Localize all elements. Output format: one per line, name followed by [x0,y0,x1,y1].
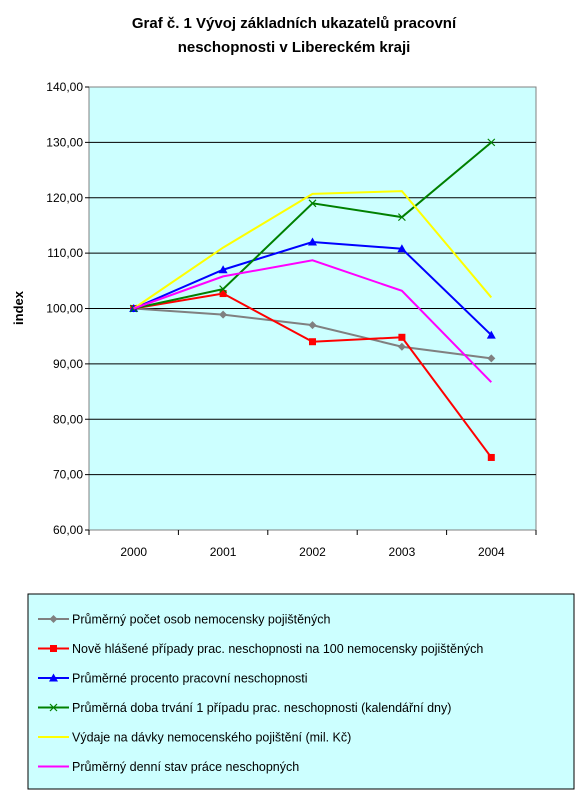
legend-entry-5: Výdaje na dávky nemocenského pojištění (… [72,731,351,745]
data-point [487,453,495,461]
data-point [309,338,316,346]
legend-box [27,593,575,790]
y-axis-label: index [11,290,26,325]
x-tick-label: 2004 [478,545,505,559]
y-tick-labels: 60,00 70,00 80,00 90,00 100,00 110,00 120,00 13… [46,80,83,537]
y-tick-label: 110,00 [47,246,83,260]
data-point [219,310,228,319]
y-tick-label: 60,00 [53,523,83,537]
x-tick-labels: 2000 2001 2002 2003 2004 [120,545,505,559]
y-tick-label: 70,00 [53,468,83,482]
data-point [398,333,406,341]
y-tick-label: 90,00 [53,357,83,371]
y-tick-label: 100,00 [46,302,83,316]
legend-marker [49,703,58,712]
legend-marker [50,645,57,652]
data-point [487,354,496,363]
data-point [308,321,317,330]
chart-title-line1: Graf č. 1 Vývoj základních ukazatelů pra… [132,15,457,32]
data-point [308,237,317,246]
legend: Průměrný počet osob nemocensky pojištěný… [38,613,483,774]
data-point [397,244,407,253]
data-point [486,330,496,339]
x-tick-label: 2000 [120,545,147,559]
data-point [397,342,406,351]
legend-entry-2: Nově hlášené případy prac. neschopnosti … [72,642,483,656]
data-point [219,290,227,298]
series-line-5 [133,190,493,310]
legend-entry-3: Průměrné procento pracovní neschopnosti [72,672,308,686]
y-tick-label: 120,00 [46,191,83,205]
series-line-6 [133,259,493,383]
series-lines [129,138,496,461]
legend-entry-1: Průměrný počet osob nemocensky pojištěný… [72,613,331,627]
data-point [487,138,496,147]
chart-title-line2: neschopnosti v Libereckém kraji [178,39,411,56]
x-tick-label: 2003 [389,545,416,559]
data-point [219,285,228,294]
data-point [308,199,317,208]
x-tick-label: 2002 [299,545,326,559]
y-tick-label: 80,00 [53,412,83,426]
y-tick-label: 130,00 [46,135,83,149]
x-tick-label: 2001 [210,545,237,559]
y-tick-label: 140,00 [46,80,83,94]
legend-entry-6: Průměrný denní stav práce neschopných [72,760,299,774]
legend-entry-4: Průměrná doba trvání 1 případu prac. nes… [72,701,451,715]
legend-marker [49,673,58,682]
legend-marker [49,615,58,623]
grid-lines [85,86,537,535]
data-point [397,213,406,222]
data-point [218,265,228,274]
